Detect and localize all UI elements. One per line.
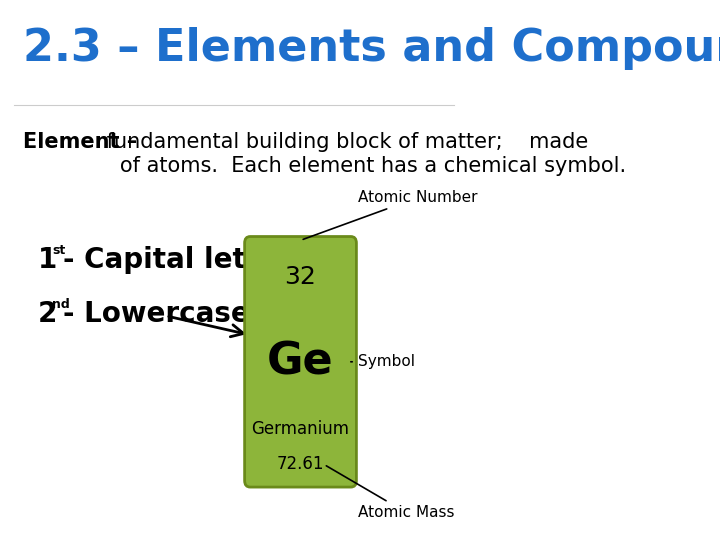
Text: Ge: Ge — [267, 340, 334, 383]
Text: 1: 1 — [37, 246, 57, 274]
Text: 32: 32 — [284, 265, 317, 288]
Text: st: st — [53, 244, 66, 257]
FancyBboxPatch shape — [245, 237, 356, 487]
Text: Atomic Mass: Atomic Mass — [326, 466, 454, 520]
Text: nd: nd — [53, 298, 70, 311]
Text: 2: 2 — [37, 300, 57, 328]
Text: 2.3 – Elements and Compounds: 2.3 – Elements and Compounds — [23, 27, 720, 70]
Text: fundamental building block of matter;    made
   of atoms.  Each element has a c: fundamental building block of matter; ma… — [99, 132, 626, 176]
Text: Germanium: Germanium — [251, 420, 349, 438]
Text: Symbol: Symbol — [351, 354, 415, 369]
Text: - Capital letter: - Capital letter — [63, 246, 292, 274]
Text: 72.61: 72.61 — [276, 455, 324, 474]
Text: - Lowercase: - Lowercase — [63, 300, 250, 328]
Text: Element –: Element – — [23, 132, 138, 152]
Text: Atomic Number: Atomic Number — [303, 190, 477, 239]
